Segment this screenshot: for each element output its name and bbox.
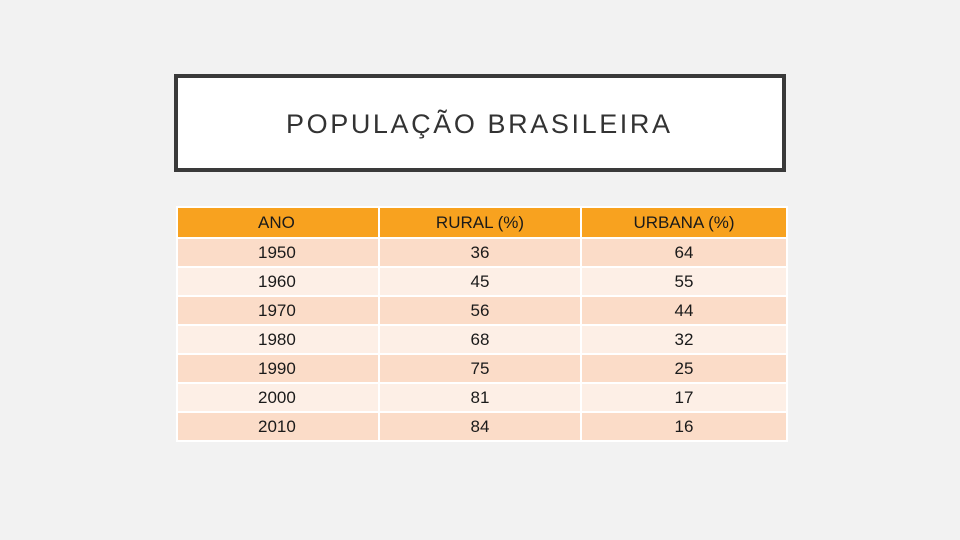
cell-rural: 36 xyxy=(378,237,582,268)
cell-rural: 75 xyxy=(378,353,582,384)
title-box: POPULAÇÃO BRASILEIRA xyxy=(174,74,786,172)
header-rural: RURAL (%) xyxy=(378,206,582,239)
table-row: 1960 45 55 xyxy=(176,266,788,297)
cell-year: 1980 xyxy=(176,324,380,355)
table-row: 2000 81 17 xyxy=(176,382,788,413)
cell-urban: 64 xyxy=(580,237,788,268)
table-row: 1990 75 25 xyxy=(176,353,788,384)
table-row: 1950 36 64 xyxy=(176,237,788,268)
cell-urban: 25 xyxy=(580,353,788,384)
cell-rural: 84 xyxy=(378,411,582,442)
table-row: 1970 56 44 xyxy=(176,295,788,326)
header-year: ANO xyxy=(176,206,380,239)
table-row: 1980 68 32 xyxy=(176,324,788,355)
cell-year: 1960 xyxy=(176,266,380,297)
cell-year: 1990 xyxy=(176,353,380,384)
cell-year: 1970 xyxy=(176,295,380,326)
cell-year: 1950 xyxy=(176,237,380,268)
population-table: ANO RURAL (%) URBANA (%) 1950 36 64 1960… xyxy=(176,206,788,442)
table-header-row: ANO RURAL (%) URBANA (%) xyxy=(176,206,788,239)
cell-rural: 45 xyxy=(378,266,582,297)
page-title: POPULAÇÃO BRASILEIRA xyxy=(286,109,673,139)
cell-urban: 32 xyxy=(580,324,788,355)
table-row: 2010 84 16 xyxy=(176,411,788,442)
cell-year: 2000 xyxy=(176,382,380,413)
cell-rural: 56 xyxy=(378,295,582,326)
cell-rural: 68 xyxy=(378,324,582,355)
cell-urban: 16 xyxy=(580,411,788,442)
header-urban: URBANA (%) xyxy=(580,206,788,239)
cell-rural: 81 xyxy=(378,382,582,413)
cell-year: 2010 xyxy=(176,411,380,442)
cell-urban: 44 xyxy=(580,295,788,326)
cell-urban: 17 xyxy=(580,382,788,413)
cell-urban: 55 xyxy=(580,266,788,297)
